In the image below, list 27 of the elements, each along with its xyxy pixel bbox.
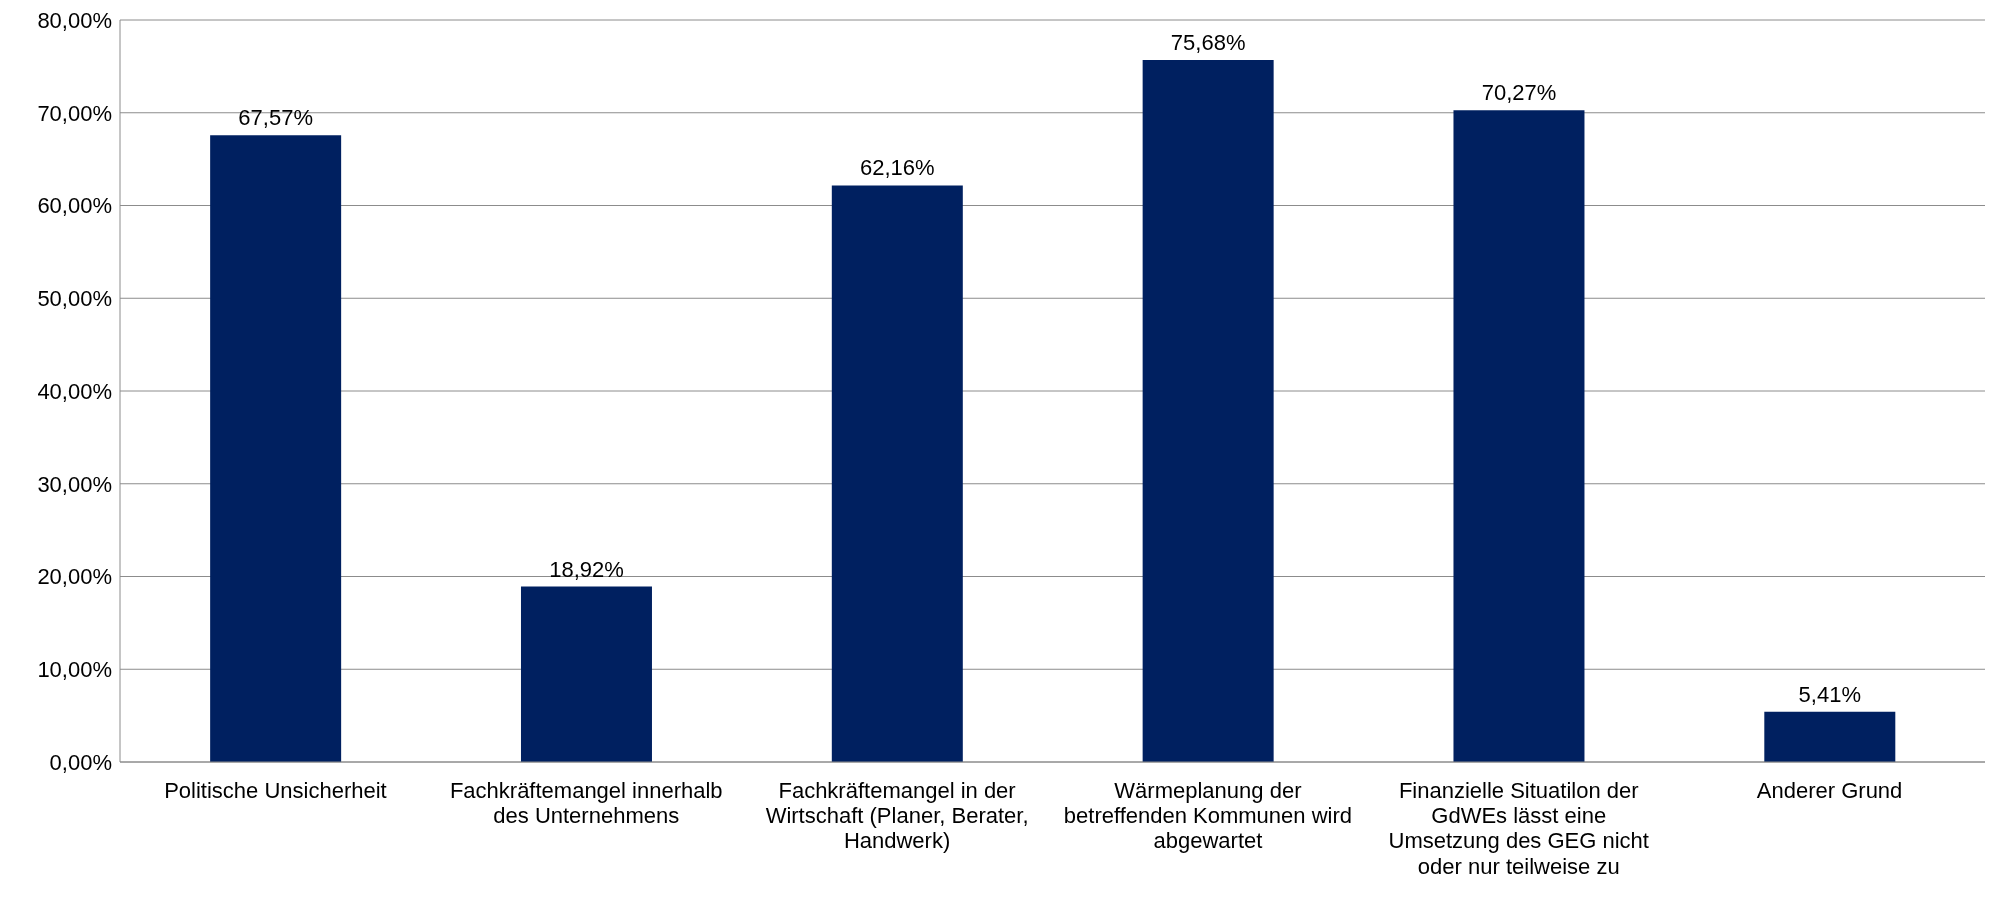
- data-label: 18,92%: [549, 556, 624, 582]
- x-tick-label: Politische Unsicherheit: [164, 777, 387, 803]
- y-tick-label: 80,00%: [37, 7, 112, 33]
- data-label: 5,41%: [1798, 681, 1861, 707]
- x-tick-label: Fachkräftemangel in der Wirtschaft (Planer, Berater, Handwerk): [765, 777, 1029, 854]
- x-tick-label: Wärmeplanung der betreffenden Kommunen wird abgewartet: [1063, 777, 1353, 854]
- bar: [520, 586, 652, 762]
- x-tick-label: Fachkräftemangel innerhalb des Unternehmens: [449, 777, 723, 829]
- y-tick-label: 0,00%: [49, 749, 112, 775]
- bar: [1142, 60, 1274, 762]
- data-label: 62,16%: [860, 155, 935, 181]
- x-tick-label: Anderer Grund: [1756, 777, 1903, 803]
- data-label: 75,68%: [1170, 30, 1246, 56]
- bar: [831, 185, 963, 762]
- y-tick-label: 20,00%: [37, 564, 112, 590]
- y-tick-label: 40,00%: [37, 378, 112, 404]
- y-tick-label: 50,00%: [37, 286, 112, 312]
- bar: [1764, 711, 1896, 762]
- x-tick-label: Finanzielle Situatilon der GdWEs lässt eine Umsetzung des GEG nicht oder nur teilweise zu: [1388, 777, 1649, 879]
- y-tick-label: 70,00%: [37, 100, 112, 126]
- bar: [1453, 110, 1585, 762]
- y-tick-label: 60,00%: [37, 193, 112, 219]
- y-tick-label: 30,00%: [37, 471, 112, 497]
- data-label: 67,57%: [238, 105, 313, 131]
- y-tick-label: 10,00%: [37, 657, 112, 683]
- data-label: 70,27%: [1481, 80, 1557, 106]
- bar: [210, 135, 342, 762]
